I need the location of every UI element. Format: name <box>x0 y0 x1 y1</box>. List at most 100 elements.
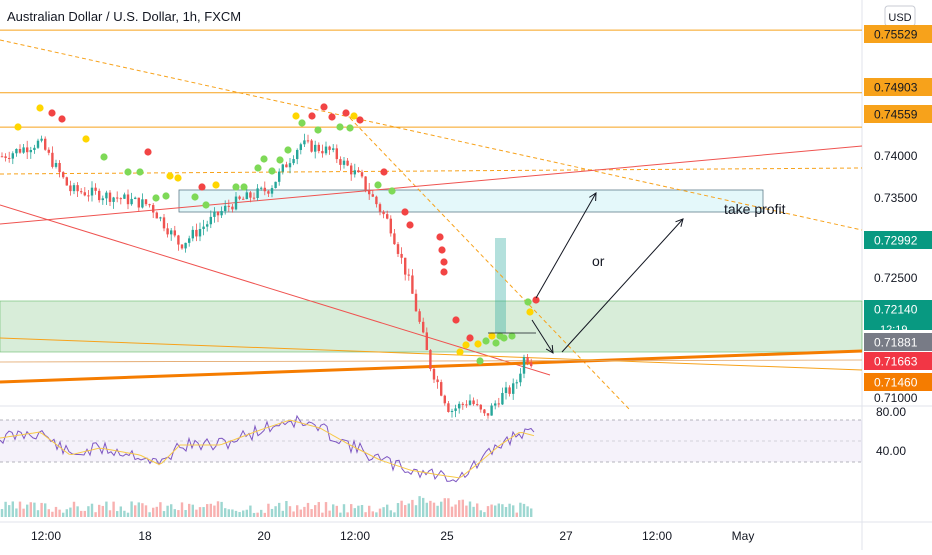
rsi-tick-label-1: 40.00 <box>876 444 906 458</box>
candle-body-86 <box>310 140 313 152</box>
candle-body-128 <box>461 403 464 405</box>
signal-marker-36 <box>380 168 388 176</box>
candle-body-64 <box>231 206 234 210</box>
candle-body-84 <box>303 140 306 145</box>
signal-marker-49 <box>476 357 484 365</box>
take-profit-zone <box>178 189 764 213</box>
volume-bar-0 <box>0 509 4 517</box>
volume-bar-27 <box>98 504 101 517</box>
signal-marker-7 <box>136 168 144 176</box>
signal-marker-20 <box>260 155 268 163</box>
candle-body-73 <box>263 187 266 192</box>
candle-body-123 <box>443 395 446 404</box>
rsi-line <box>0 414 535 483</box>
candle-body-67 <box>242 198 245 200</box>
candle-body-144 <box>519 373 522 383</box>
volume-bar-44 <box>159 502 162 517</box>
price-label-bg-4 <box>864 300 932 330</box>
volume-bar-18 <box>65 509 68 517</box>
volume-bar-103 <box>371 511 374 517</box>
volume-bar-66 <box>238 512 241 517</box>
volume-bar-53 <box>191 504 194 517</box>
price-label-bg-6 <box>864 352 932 370</box>
volume-bar-35 <box>126 512 130 517</box>
candle-body-104 <box>375 196 378 205</box>
volume-bar-46 <box>166 505 169 517</box>
y-tick-label-3: 0.71000 <box>874 391 918 405</box>
y-tick-label-0: 0.74000 <box>874 149 918 163</box>
signal-marker-31 <box>342 109 350 117</box>
candle-body-9 <box>33 147 36 151</box>
candle-body-113 <box>407 274 410 276</box>
projection-arrowhead-1 <box>589 192 597 202</box>
candle-body-50 <box>180 244 184 249</box>
candle-body-103 <box>371 194 374 197</box>
signal-marker-30 <box>336 123 344 131</box>
candle-body-26 <box>94 187 97 191</box>
signal-marker-44 <box>452 316 460 324</box>
candle-body-83 <box>299 144 302 150</box>
volume-bar-20 <box>72 501 76 517</box>
candle-body-140 <box>504 387 508 393</box>
volume-bar-116 <box>418 496 421 517</box>
horizontal-dashed-level <box>0 167 863 175</box>
volume-bar-74 <box>267 503 270 517</box>
candle-body-141 <box>508 387 511 394</box>
signal-marker-46 <box>462 341 470 349</box>
volume-bar-43 <box>155 506 158 517</box>
candle-body-92 <box>332 148 335 150</box>
volume-bar-72 <box>260 509 263 517</box>
volume-bar-95 <box>342 504 346 517</box>
price-label-3: 0.72992 <box>874 234 918 248</box>
x-tick-label-3: 12:00 <box>340 529 370 543</box>
candle-body-117 <box>422 321 425 333</box>
price-label-bg-3 <box>864 231 932 249</box>
signal-marker-52 <box>492 339 500 347</box>
rsi-ma-line <box>0 419 535 479</box>
main-pane-bg <box>0 0 862 550</box>
volume-bar-84 <box>303 506 306 517</box>
volume-bar-147 <box>530 508 533 517</box>
volume-bar-82 <box>296 505 299 517</box>
candle-body-44 <box>159 217 162 219</box>
price-label-bg-5 <box>864 333 932 351</box>
price-label-bg-1 <box>864 78 932 96</box>
volume-bar-15 <box>54 506 58 517</box>
candle-body-15 <box>54 162 58 167</box>
signal-marker-0 <box>14 123 22 131</box>
annotation-take-profit: take profit <box>724 201 786 217</box>
candle-body-145 <box>522 357 526 374</box>
signal-marker-10 <box>162 192 170 200</box>
candle-body-6 <box>22 147 25 153</box>
volume-bar-140 <box>504 507 508 517</box>
candle-body-29 <box>105 192 108 199</box>
candle-body-11 <box>40 138 43 141</box>
price-label-6: 0.71663 <box>874 355 918 369</box>
candle-body-34 <box>123 194 126 199</box>
volume-bar-102 <box>368 505 371 517</box>
candle-body-48 <box>173 230 176 236</box>
volume-bar-137 <box>494 505 497 517</box>
candle-body-31 <box>112 197 115 202</box>
volume-bar-61 <box>220 501 223 517</box>
volume-bar-130 <box>468 501 472 517</box>
volume-bar-80 <box>288 506 292 517</box>
volume-bar-39 <box>141 503 144 517</box>
volume-bar-146 <box>526 506 529 517</box>
candle-body-82 <box>296 149 299 160</box>
volume-bar-126 <box>454 504 457 517</box>
volume-bar-85 <box>306 502 310 517</box>
candle-body-96 <box>346 160 349 166</box>
candle-body-81 <box>292 159 295 164</box>
volume-bar-64 <box>231 509 234 517</box>
candle-body-21 <box>76 185 79 192</box>
volume-bar-12 <box>44 503 47 517</box>
signal-marker-51 <box>488 332 496 340</box>
signal-marker-15 <box>202 201 210 209</box>
candle-body-101 <box>364 176 367 190</box>
volume-bar-38 <box>137 502 140 517</box>
signal-marker-37 <box>388 187 396 195</box>
candle-body-79 <box>285 164 288 168</box>
volume-bar-51 <box>184 510 187 517</box>
candle-body-100 <box>360 172 364 177</box>
